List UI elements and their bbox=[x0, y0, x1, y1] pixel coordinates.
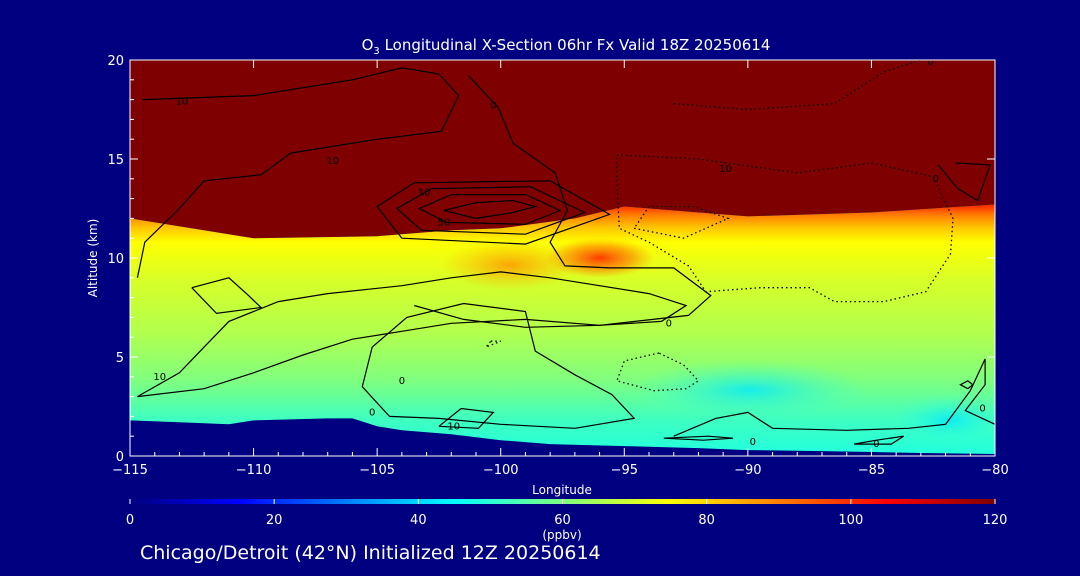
contour-label: 10 bbox=[176, 97, 189, 108]
x-tick-label: −115 bbox=[112, 463, 148, 478]
colorbar-unit-label: (ppbv) bbox=[542, 528, 581, 542]
colorbar-tick-label: 120 bbox=[983, 513, 1008, 528]
stratosphere-ozone-field bbox=[130, 60, 995, 239]
plot-area: 10 10 0 10 50 10 0 0 0 10 0 0 10 0 0 0 bbox=[130, 57, 995, 456]
colorbar-tick-label: 80 bbox=[698, 513, 715, 528]
contour-label: 0 bbox=[979, 404, 985, 415]
contour-label: 0 bbox=[490, 101, 496, 112]
contour-label: 0 bbox=[399, 376, 405, 387]
x-tick-label: −100 bbox=[483, 463, 519, 478]
contour-label: 0 bbox=[750, 437, 756, 448]
y-tick-label: 10 bbox=[107, 252, 124, 267]
contour-label: 10 bbox=[153, 372, 166, 383]
x-tick-label: −95 bbox=[611, 463, 638, 478]
contour-line-solid bbox=[395, 186, 587, 235]
contour-label: 0 bbox=[928, 57, 934, 68]
contour-labels: 10 10 0 10 50 10 0 0 0 10 0 0 10 0 0 0 bbox=[153, 57, 985, 450]
chart-title: O3 Longitudinal X-Section 06hr Fx Valid … bbox=[362, 36, 771, 57]
x-axis-label: Longitude bbox=[532, 483, 592, 497]
colorbar-tick-label: 40 bbox=[410, 513, 427, 528]
contour-line-solid bbox=[417, 194, 562, 225]
contour-line-solid bbox=[137, 271, 688, 398]
colorbar-ticks: 0 20 40 60 80 100 120 bbox=[126, 499, 1008, 528]
contour-label: 0 bbox=[933, 174, 939, 185]
x-tick-label: −105 bbox=[359, 463, 395, 478]
contour-line-dotted bbox=[616, 154, 954, 303]
contour-label: 50 bbox=[438, 217, 451, 228]
x-tick-label: −85 bbox=[858, 463, 885, 478]
ozone-low-region bbox=[630, 360, 870, 420]
contour-line-solid bbox=[663, 435, 734, 441]
x-tick-label: −110 bbox=[236, 463, 272, 478]
troposphere-ozone-field bbox=[130, 204, 995, 456]
terrain bbox=[130, 418, 995, 456]
contour-line-dotted bbox=[673, 60, 922, 111]
y-axis: 0 5 10 15 20 bbox=[107, 54, 995, 465]
y-tick-label: 0 bbox=[116, 450, 124, 465]
contour-label: 10 bbox=[719, 164, 732, 175]
contour-line-solid bbox=[191, 277, 263, 315]
colorbar-tick-label: 100 bbox=[838, 513, 863, 528]
contour-line-solid bbox=[414, 75, 712, 328]
x-tick-label: −90 bbox=[734, 463, 761, 478]
ozone-enhanced-region bbox=[440, 240, 580, 290]
contour-line-solid bbox=[959, 380, 974, 390]
contour-line-solid bbox=[673, 358, 995, 437]
contour-line-solid bbox=[376, 180, 611, 245]
colorbar-tick-label: 60 bbox=[554, 513, 571, 528]
contour-label: 10 bbox=[418, 188, 431, 199]
contour-line-solid bbox=[438, 407, 495, 429]
contour-line-solid bbox=[853, 435, 904, 445]
contour-line-solid bbox=[937, 162, 991, 202]
contour-line-dotted bbox=[485, 340, 501, 348]
contour-label: 0 bbox=[369, 407, 375, 418]
ozone-low-region-east bbox=[890, 395, 995, 445]
colorbar-tick-label: 0 bbox=[126, 513, 134, 528]
contour-line-dotted bbox=[633, 205, 730, 239]
contour-line-solid bbox=[361, 302, 636, 429]
contour-lines bbox=[136, 60, 995, 445]
contour-label: 0 bbox=[666, 318, 672, 329]
y-tick-label: 5 bbox=[116, 351, 124, 366]
contour-label: 0 bbox=[873, 439, 879, 450]
contour-line-solid bbox=[443, 199, 538, 219]
footer-caption: Chicago/Detroit (42°N) Initialized 12Z 2… bbox=[140, 542, 601, 564]
y-tick-label: 15 bbox=[107, 153, 124, 168]
x-axis: −115 −110 −105 −100 −95 −90 −85 −80 bbox=[112, 60, 1009, 478]
x-tick-label: −80 bbox=[981, 463, 1008, 478]
contour-line-solid bbox=[136, 67, 460, 278]
y-axis-label: Altitude (km) bbox=[86, 219, 100, 298]
contour-label: 10 bbox=[326, 156, 339, 167]
y-tick-label: 20 bbox=[107, 54, 124, 69]
colorbar-tick-label: 20 bbox=[266, 513, 283, 528]
contour-label: 10 bbox=[447, 421, 460, 432]
